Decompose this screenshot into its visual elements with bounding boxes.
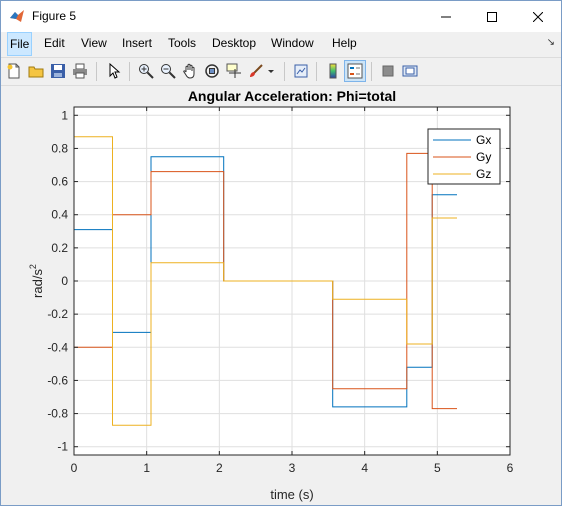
rotate-3d-button[interactable] [201, 60, 223, 82]
y-axis-label: rad/s2 [28, 264, 45, 298]
zoom-out-icon [161, 64, 176, 79]
data-cursor-icon [226, 63, 241, 78]
window-title: Figure 5 [32, 9, 77, 23]
hide-plot-tools-button[interactable] [377, 60, 399, 82]
link-plot-button[interactable] [290, 60, 312, 82]
y-tick-label: -0.8 [47, 407, 68, 421]
y-tick-label: 0.8 [51, 141, 68, 155]
minimize-button[interactable] [423, 1, 469, 32]
y-tick-label: 0.6 [51, 175, 68, 189]
y-tick-label: -1 [57, 440, 68, 454]
pointer-button[interactable] [103, 60, 125, 82]
colorbar-icon [329, 63, 337, 79]
brush-dropdown-icon [268, 70, 274, 73]
open-button[interactable] [25, 60, 47, 82]
maximize-button[interactable] [469, 1, 515, 32]
minimize-icon [441, 16, 451, 17]
brush-icon [250, 64, 263, 77]
menu-edit[interactable]: Edit [44, 36, 65, 50]
pan-icon [183, 63, 195, 79]
dock-arrow-icon[interactable]: ↘ [546, 37, 555, 48]
new-figure-button[interactable] [3, 60, 25, 82]
brush-dropdown-button[interactable] [265, 60, 277, 82]
chart-title: Angular Acceleration: Phi=total [188, 88, 396, 104]
menu-desktop[interactable]: Desktop [212, 36, 257, 50]
y-tick-label: -0.2 [47, 307, 68, 321]
pan-button[interactable] [179, 60, 201, 82]
menu-window[interactable]: Window [271, 36, 314, 50]
y-tick-label: 0.2 [51, 241, 68, 255]
legend[interactable]: Gx Gy Gz [427, 128, 501, 185]
x-tick-label: 0 [71, 461, 78, 475]
print-icon [73, 63, 87, 79]
save-icon [51, 64, 65, 78]
x-tick-label: 3 [289, 461, 296, 475]
menu-view[interactable]: View [81, 36, 107, 50]
close-button[interactable] [515, 1, 561, 32]
colorbar-button[interactable] [322, 60, 344, 82]
show-plot-tools-button[interactable] [399, 60, 421, 82]
ticks: 0 1 2 3 4 5 6 -1 -0.8 -0.6 -0.4 -0.2 0 0.2 0.4 0.6 0.8 1 [47, 107, 514, 475]
rotate-3d-icon [205, 64, 219, 78]
menu-bar: File Edit View Insert Tools Desktop Wind… [1, 32, 561, 56]
open-icon [28, 66, 44, 78]
x-tick-label: 5 [434, 461, 441, 475]
menu-tools[interactable]: Tools [168, 36, 197, 50]
grid-lines [73, 107, 511, 455]
zoom-out-button[interactable] [157, 60, 179, 82]
close-icon [533, 11, 543, 22]
y-tick-label: -0.4 [47, 340, 68, 354]
show-plot-tools-icon [402, 65, 418, 77]
print-button[interactable] [69, 60, 91, 82]
toolbar-separator [96, 62, 97, 81]
x-tick-label: 2 [216, 461, 223, 475]
maximize-icon [487, 11, 497, 22]
legend-label-gz: Gz [476, 167, 491, 181]
link-plot-icon [294, 64, 308, 78]
legend-label-gx: Gx [476, 133, 491, 147]
y-tick-label: 0 [61, 274, 68, 288]
y-axis-label-exponent: 2 [28, 264, 38, 269]
series-line-gz[interactable] [74, 136, 457, 426]
pointer-icon [109, 63, 121, 79]
x-tick-label: 4 [361, 461, 368, 475]
zoom-in-button[interactable] [135, 60, 157, 82]
y-axis-label-unit: rad/s [30, 269, 45, 298]
legend-button[interactable] [344, 60, 366, 82]
title-bar[interactable]: Figure 5 [1, 1, 561, 32]
toolbar-separator [284, 62, 285, 81]
y-tick-label: -0.6 [47, 373, 68, 387]
menu-file[interactable]: File [7, 32, 33, 56]
zoom-in-icon [139, 64, 154, 79]
menu-insert[interactable]: Insert [122, 36, 153, 50]
matlab-icon [10, 10, 24, 22]
new-figure-icon [7, 63, 20, 79]
x-tick-label: 1 [143, 461, 150, 475]
brush-button[interactable] [245, 60, 267, 82]
x-axis-label: time (s) [270, 487, 313, 502]
legend-label-gy: Gy [476, 150, 491, 164]
y-tick-label: 1 [61, 108, 68, 122]
x-tick-label: 6 [507, 461, 514, 475]
toolbar-separator [316, 62, 317, 81]
data-cursor-button[interactable] [223, 60, 245, 82]
y-tick-label: 0.4 [51, 208, 68, 222]
toolbar-separator [129, 62, 130, 81]
figure-canvas: 0 1 2 3 4 5 6 -1 -0.8 -0.6 -0.4 -0.2 0 0.2 0.4 0.6 0.8 1 … [1, 86, 561, 505]
save-button[interactable] [47, 60, 69, 82]
toolbar-separator [371, 62, 372, 81]
menu-help[interactable]: Help [332, 36, 357, 50]
legend-icon [347, 63, 363, 79]
hide-plot-tools-icon [382, 65, 394, 77]
axes-plot[interactable]: 0 1 2 3 4 5 6-1-0.8-0.6-0.4-0.200.20.40.60.81 … [1, 86, 561, 505]
figure-toolbar [1, 57, 561, 86]
